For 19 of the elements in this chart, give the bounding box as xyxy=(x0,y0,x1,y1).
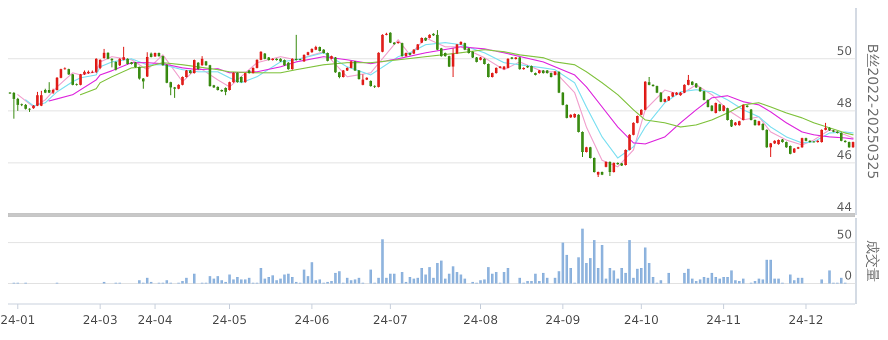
x-tick-label: 24-07 xyxy=(372,313,408,327)
x-tick-label: 24-01 xyxy=(0,313,36,327)
x-tick-label: 24-06 xyxy=(294,313,330,327)
y-tick-label: 0 xyxy=(844,268,852,283)
y-axis-title: B丝2022-20250325 xyxy=(864,44,880,180)
x-tick-label: 24-08 xyxy=(463,313,498,327)
y-tick-label: 50 xyxy=(836,228,852,242)
y-tick-label: 44 xyxy=(836,200,852,214)
x-tick-label: 24-12 xyxy=(788,313,824,327)
x-tick-label: 24-11 xyxy=(706,313,742,327)
x-tick-label: 24-03 xyxy=(82,313,118,327)
x-tick-label: 24-05 xyxy=(212,313,247,327)
y-tick-label: 46 xyxy=(836,148,852,162)
y-axis-title: 成交量 xyxy=(864,240,880,282)
x-tick-label: 24-09 xyxy=(545,313,580,327)
y-tick-label: 50 xyxy=(836,44,852,58)
x-tick-label: 24-04 xyxy=(138,313,172,327)
x-tick-label: 24-10 xyxy=(624,313,659,327)
y-tick-label: 48 xyxy=(836,96,852,110)
